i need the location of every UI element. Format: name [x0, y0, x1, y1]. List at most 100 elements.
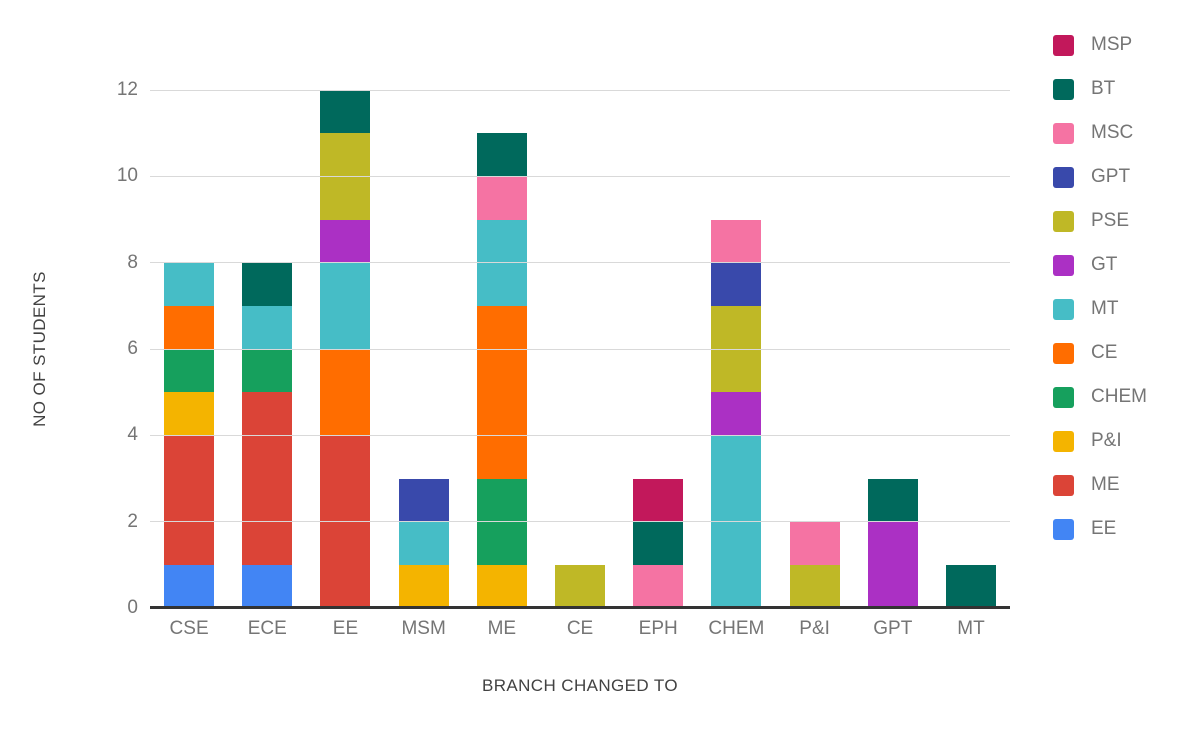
- bar-segment-ee-mt[interactable]: [320, 262, 371, 350]
- legend-swatch-ee: [1053, 518, 1074, 540]
- bar-segment-eph-msc[interactable]: [633, 564, 684, 608]
- legend: MSP BT MSC GPT PSE GT MT CE CHEM P&I ME EE: [1053, 34, 1147, 562]
- legend-label-me: ME: [1091, 474, 1120, 495]
- x-category-label-me: ME: [487, 618, 517, 639]
- legend-label-ee: EE: [1091, 518, 1117, 539]
- bar-segment-ee-bt[interactable]: [320, 90, 371, 134]
- bar-segment-chem-gpt[interactable]: [711, 262, 762, 306]
- legend-swatch-ce: [1053, 342, 1074, 364]
- bar-segment-me-bt[interactable]: [476, 133, 527, 177]
- bar-gpt: [854, 90, 932, 608]
- legend-item-gt: GT: [1053, 254, 1147, 276]
- legend-swatch-me: [1053, 474, 1074, 496]
- x-category-label-pi: P&I: [799, 618, 830, 639]
- legend-item-msp: MSP: [1053, 34, 1147, 56]
- legend-item-pi: P&I: [1053, 430, 1147, 452]
- legend-label-bt: BT: [1091, 78, 1116, 99]
- bar-segment-msm-pi[interactable]: [398, 564, 449, 608]
- legend-item-bt: BT: [1053, 78, 1147, 100]
- y-tick-label-10: 10: [116, 165, 138, 187]
- bar-segment-cse-ce[interactable]: [164, 305, 215, 350]
- bar-segment-eph-bt[interactable]: [633, 521, 684, 565]
- bar-segment-gpt-bt[interactable]: [867, 478, 918, 522]
- x-category-label-ce: CE: [566, 618, 594, 639]
- bar-segment-ece-ee[interactable]: [242, 564, 293, 608]
- legend-item-pse: PSE: [1053, 210, 1147, 232]
- x-category-label-eph: EPH: [638, 618, 678, 639]
- legend-label-gpt: GPT: [1091, 166, 1131, 187]
- x-category-label-cse: CSE: [169, 618, 209, 639]
- legend-swatch-bt: [1053, 78, 1074, 100]
- bar-segment-cse-mt[interactable]: [164, 262, 215, 306]
- bar-segment-me-pi[interactable]: [476, 564, 527, 608]
- y-axis-tick-labels: 0 2 4 6 8 10 12: [0, 79, 138, 618]
- y-tick-label-2: 2: [127, 510, 138, 532]
- bar-eph: [619, 90, 697, 608]
- plot-area: [150, 89, 1010, 609]
- y-tick-label-6: 6: [127, 338, 138, 359]
- bar-segment-ece-chem[interactable]: [242, 349, 293, 393]
- bar-segment-cse-ee[interactable]: [164, 564, 215, 608]
- bar-segment-eph-msp[interactable]: [633, 478, 684, 522]
- x-category-label-ee: EE: [332, 618, 359, 639]
- bar-mt: [932, 90, 1010, 608]
- bar-segment-chem-msc[interactable]: [711, 219, 762, 263]
- bar-segment-me-ce[interactable]: [476, 305, 527, 479]
- legend-label-ce: CE: [1091, 342, 1118, 363]
- bar-segment-cse-chem[interactable]: [164, 349, 215, 393]
- bar-segment-ece-me[interactable]: [242, 392, 293, 565]
- bar-segment-me-msc[interactable]: [476, 176, 527, 220]
- bar-msm: [385, 90, 463, 608]
- gridline-6: [150, 348, 1010, 350]
- bar-segment-msm-mt[interactable]: [398, 521, 449, 565]
- bar-segment-cse-me[interactable]: [164, 435, 215, 565]
- x-category-label-msm: MSM: [401, 618, 446, 639]
- gridline-10: [150, 175, 1010, 177]
- bar-segment-pi-pse[interactable]: [789, 564, 840, 608]
- gridline-2: [150, 521, 1010, 523]
- legend-swatch-msp: [1053, 34, 1074, 56]
- legend-swatch-pse: [1053, 210, 1074, 232]
- legend-label-msp: MSP: [1091, 34, 1133, 55]
- bar-cse: [150, 90, 228, 608]
- legend-item-chem: CHEM: [1053, 386, 1147, 408]
- x-axis-line: [150, 606, 1010, 609]
- bar-segment-cse-pi[interactable]: [164, 392, 215, 436]
- bar-segment-msm-gpt[interactable]: [398, 478, 449, 522]
- bar-segment-ee-gt[interactable]: [320, 219, 371, 263]
- bar-segment-chem-gt[interactable]: [711, 392, 762, 436]
- legend-swatch-pi: [1053, 430, 1074, 452]
- legend-label-mt: MT: [1091, 298, 1119, 319]
- x-axis-category-labels: CSE ECE EE MSM ME CE EPH CHEM P&I GPT MT: [150, 618, 1010, 640]
- legend-swatch-gpt: [1053, 166, 1074, 188]
- bar-pi: [776, 90, 854, 608]
- legend-label-gt: GT: [1091, 254, 1118, 275]
- legend-label-chem: CHEM: [1091, 386, 1147, 407]
- bar-segment-ece-mt[interactable]: [242, 305, 293, 350]
- x-category-label-chem: CHEM: [708, 618, 765, 639]
- y-tick-label-12: 12: [116, 79, 138, 100]
- x-category-label-ece: ECE: [247, 618, 287, 639]
- bar-segment-pi-msc[interactable]: [789, 521, 840, 565]
- legend-label-pi: P&I: [1091, 430, 1122, 451]
- bar-segment-ece-bt[interactable]: [242, 262, 293, 306]
- x-category-label-gpt: GPT: [873, 618, 913, 639]
- legend-item-gpt: GPT: [1053, 166, 1147, 188]
- bar-series-container: [150, 90, 1010, 608]
- legend-item-mt: MT: [1053, 298, 1147, 320]
- bar-segment-gpt-gt[interactable]: [867, 521, 918, 608]
- legend-label-pse: PSE: [1091, 210, 1130, 231]
- gridline-8: [150, 262, 1010, 264]
- bar-ece: [228, 90, 306, 608]
- legend-item-msc: MSC: [1053, 122, 1147, 144]
- bar-segment-mt-bt[interactable]: [945, 564, 996, 608]
- legend-label-msc: MSC: [1091, 122, 1134, 143]
- bar-segment-ce-pse[interactable]: [555, 564, 606, 608]
- bar-segment-ee-ce[interactable]: [320, 349, 371, 436]
- legend-swatch-mt: [1053, 298, 1074, 320]
- legend-item-ce: CE: [1053, 342, 1147, 364]
- y-tick-label-8: 8: [127, 251, 138, 273]
- x-category-label-mt: MT: [957, 618, 985, 639]
- gridline-4: [150, 434, 1010, 436]
